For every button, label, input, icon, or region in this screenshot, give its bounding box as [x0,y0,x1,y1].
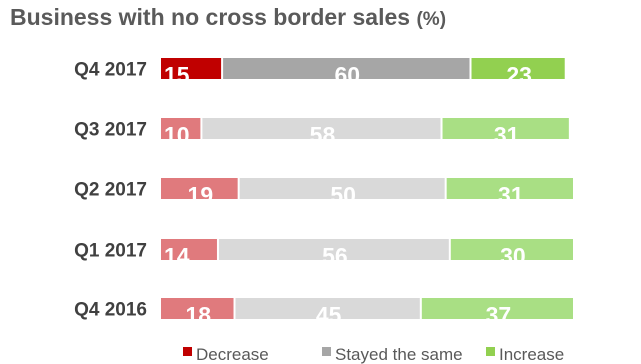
legend-label: Stayed the same [335,345,463,364]
chart-title: Business with no cross border sales (%) [10,4,446,31]
chart-title-unit: (%) [416,9,447,30]
data-label: 31 [498,182,524,208]
legend-swatch [183,347,192,356]
category-label: Q4 2016 [74,300,147,321]
bar-increase [421,298,573,319]
data-label: 23 [506,62,532,88]
bar-stayed-the-same [235,298,420,319]
category-label: Q1 2017 [74,241,147,262]
data-label: 58 [310,122,336,148]
chart-title-text: Business with no cross border sales [10,4,411,30]
data-label: 19 [188,182,214,208]
legend-label: Increase [499,345,564,364]
bar-stayed-the-same [223,58,470,79]
legend-swatch [322,347,331,356]
bar-stayed-the-same [202,118,441,139]
bar-increase [450,239,573,260]
category-label: Q2 2017 [74,180,147,201]
data-label: 45 [316,302,342,328]
data-label: 56 [322,243,348,269]
data-label: 14 [164,243,190,269]
data-label: 18 [185,302,211,328]
bar-decrease [161,118,201,139]
data-label: 50 [330,182,356,208]
category-label: Q4 2017 [74,60,147,81]
legend-label: Decrease [196,345,269,364]
data-label: 30 [500,243,526,269]
bar-decrease [161,58,222,79]
bar-decrease [161,178,238,199]
data-label: 31 [494,122,520,148]
bar-increase [471,58,565,79]
bar-increase [442,118,569,139]
data-label: 10 [164,122,190,148]
bar-increase [446,178,573,199]
data-label: 60 [335,62,361,88]
data-label: 37 [486,302,512,328]
category-label: Q3 2017 [74,120,147,141]
bar-stayed-the-same [218,239,449,260]
bar-decrease [161,239,217,260]
data-label: 15 [164,62,190,88]
bar-stayed-the-same [239,178,445,199]
bar-decrease [161,298,234,319]
legend-swatch [486,347,495,356]
